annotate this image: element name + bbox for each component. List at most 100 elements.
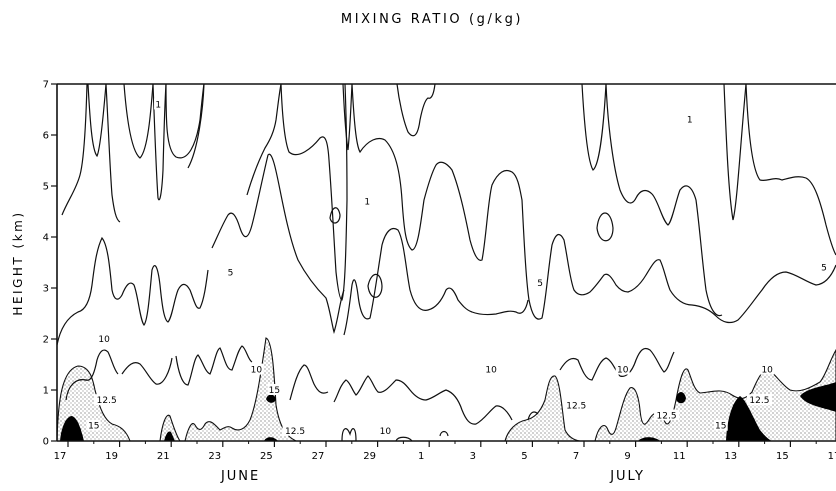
contour-label: 1 xyxy=(155,100,161,110)
contour-label: 10 xyxy=(380,427,392,437)
contour-line-12-5 xyxy=(121,357,173,385)
y-tick-label: 3 xyxy=(43,284,49,295)
y-tick-label: 4 xyxy=(43,233,49,244)
stippled-region xyxy=(184,337,297,442)
contour-line-5 xyxy=(152,83,167,201)
contour-line-15 xyxy=(395,436,413,442)
contour-label-background xyxy=(713,419,728,431)
y-axis: 0 1 2 3 4 5 6 7 xyxy=(43,80,57,448)
contour-line-12-5 xyxy=(289,364,329,401)
contour-label: 1 xyxy=(364,197,370,207)
contour-label: 5 xyxy=(228,269,234,279)
black-region xyxy=(164,431,175,441)
contour-label: 15 xyxy=(715,422,726,432)
contour-line-1 xyxy=(165,83,205,159)
contour-line-5 xyxy=(105,83,121,223)
contour-label-background xyxy=(97,333,112,344)
x-tick-label: 27 xyxy=(312,451,325,462)
contour-line-1 xyxy=(396,83,436,137)
contour-label: 15 xyxy=(269,386,280,396)
x-tick-label: 23 xyxy=(208,451,221,462)
contour-label-background xyxy=(484,363,499,375)
contour-label-background xyxy=(154,98,163,110)
contour-line-5 xyxy=(745,83,836,256)
contour-label-background xyxy=(249,363,264,375)
contour-line-1 xyxy=(723,83,747,221)
x-tick-label: 1 xyxy=(418,451,424,462)
contour-label: 12.5 xyxy=(285,427,305,437)
y-tick-label: 1 xyxy=(43,386,49,397)
x-axis: 171921232527291357911131517 xyxy=(54,441,836,462)
month-label: JUNE xyxy=(220,469,260,484)
x-tick-label: 3 xyxy=(470,451,476,462)
y-tick-label: 0 xyxy=(43,437,49,448)
contour-line-5 xyxy=(187,83,205,169)
x-tick-label: 29 xyxy=(363,451,376,462)
y-tick-label: 7 xyxy=(43,80,49,91)
black-region xyxy=(264,437,278,441)
plot-frame xyxy=(56,83,836,442)
y-tick-label: 5 xyxy=(43,182,49,193)
contour-lines xyxy=(56,83,836,442)
contour-line-10 xyxy=(367,273,383,298)
contour-labels: 1 1 1 15 5 5 10 10 10 10 10 10 12.5 12.5 12.5 12.5 12.5 1… xyxy=(86,98,829,437)
contour-line-1 xyxy=(581,83,607,171)
contour-label-background xyxy=(535,276,545,288)
contour-label-background xyxy=(267,384,282,395)
contour-line-1 xyxy=(342,83,353,151)
contour-label-background xyxy=(819,261,829,273)
contour-label: 12.5 xyxy=(97,396,117,406)
stippled-region xyxy=(159,414,182,442)
black-region xyxy=(638,437,660,441)
contour-label-background xyxy=(654,409,680,421)
y-tick-label: 6 xyxy=(43,131,49,142)
contour-label-background xyxy=(94,394,120,406)
x-tick-label: 17 xyxy=(54,451,67,462)
contour-line-12-5 xyxy=(175,345,253,386)
contour-label-background xyxy=(685,113,695,125)
contour-label-background xyxy=(378,424,393,436)
contour-label: 12.5 xyxy=(749,396,769,406)
contour-label-background xyxy=(86,419,101,431)
contour-line-10 xyxy=(528,234,836,324)
x-tick-label: 9 xyxy=(624,451,630,462)
contour-line-12-5 xyxy=(559,347,675,381)
black-region xyxy=(800,382,836,412)
contour-line-5 xyxy=(351,83,530,301)
contour-label-background xyxy=(282,424,308,436)
contour-label: 10 xyxy=(617,366,629,376)
contour-line-10 xyxy=(596,212,614,242)
contour-label: 10 xyxy=(485,366,497,376)
contour-label: 5 xyxy=(821,264,827,274)
contour-label-background xyxy=(563,399,589,411)
month-labels: JUNE JULY xyxy=(220,469,645,484)
contour-label: 10 xyxy=(761,366,773,376)
contour-line-5 xyxy=(605,83,723,317)
contour-label-background xyxy=(746,394,772,406)
contour-line-10 xyxy=(343,227,529,336)
chart-title: MIXING RATIO (g/kg) xyxy=(341,12,523,27)
x-tick-label: 19 xyxy=(105,451,118,462)
contour-label-background xyxy=(363,195,372,207)
contour-label-background xyxy=(226,266,235,278)
contour-line-5 xyxy=(328,83,348,301)
contour-line-1 xyxy=(123,83,154,159)
contour-label-background xyxy=(760,363,775,375)
black-region xyxy=(726,396,772,441)
x-tick-label: 11 xyxy=(673,451,686,462)
contour-label: 5 xyxy=(537,279,543,289)
black-region xyxy=(60,416,84,441)
black-region xyxy=(676,392,686,404)
contour-label: 1 xyxy=(687,116,693,126)
x-tick-label: 17 xyxy=(828,451,836,462)
contour-line-15 xyxy=(527,411,539,421)
contour-line-1 xyxy=(280,83,330,161)
month-label: JULY xyxy=(609,469,645,484)
contour-label: 12.5 xyxy=(657,412,677,422)
x-tick-label: 25 xyxy=(260,451,273,462)
x-tick-label: 13 xyxy=(724,451,737,462)
contour-line-12-5 xyxy=(65,349,119,401)
black-region xyxy=(266,394,276,403)
contour-line-10 xyxy=(56,236,209,346)
